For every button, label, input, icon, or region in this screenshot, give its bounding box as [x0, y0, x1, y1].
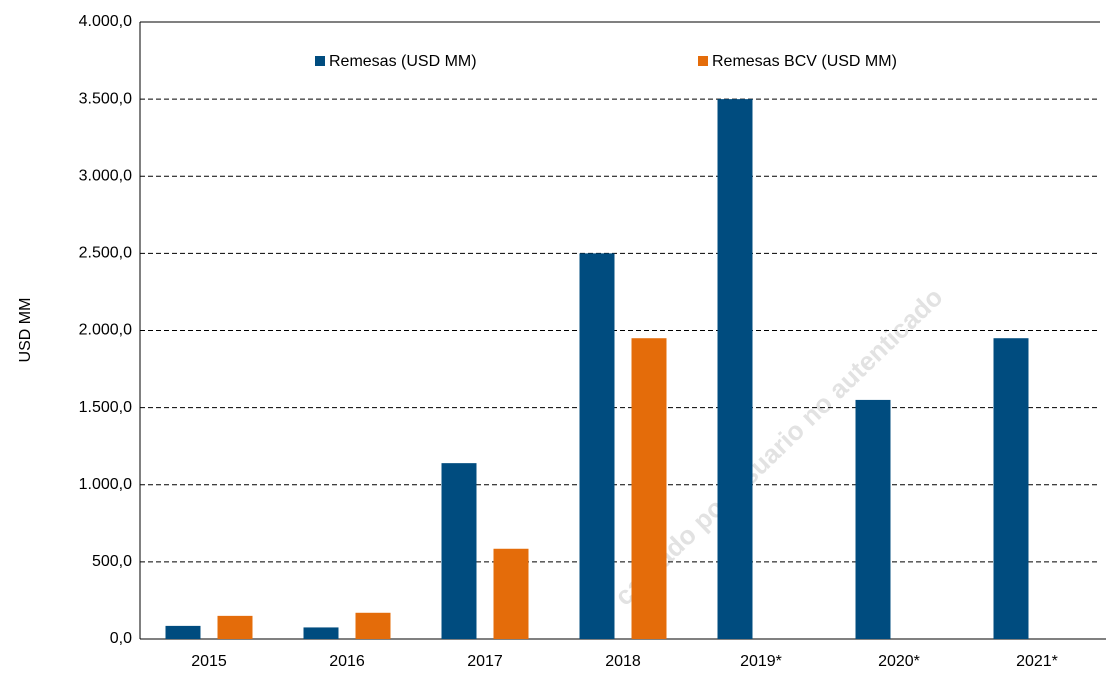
bar [579, 253, 615, 639]
bar [303, 627, 339, 639]
bar [165, 625, 201, 639]
y-tick-label: 4.000,0 [79, 13, 132, 30]
bar [993, 338, 1029, 639]
bar [441, 463, 477, 639]
y-tick-label: 3.500,0 [79, 90, 132, 107]
x-tick-label: 2021* [1016, 653, 1058, 670]
bar [217, 615, 253, 639]
legend-swatch [315, 56, 325, 66]
legend-label: Remesas BCV (USD MM) [712, 53, 897, 70]
bar [717, 99, 753, 639]
legend-label: Remesas (USD MM) [329, 53, 477, 70]
x-tick-label: 2016 [329, 653, 365, 670]
y-tick-label: 500,0 [92, 553, 132, 570]
x-tick-label: 2019* [740, 653, 782, 670]
bar [493, 548, 529, 639]
y-tick-label: 1.500,0 [79, 399, 132, 416]
y-axis-label: USD MM [17, 298, 34, 363]
y-tick-label: 1.000,0 [79, 476, 132, 493]
y-tick-label: 0,0 [110, 630, 132, 647]
bar [355, 612, 391, 639]
y-tick-label: 2.000,0 [79, 322, 132, 339]
bar [631, 338, 667, 639]
bar [855, 399, 891, 639]
x-tick-label: 2017 [467, 653, 503, 670]
x-tick-label: 2018 [605, 653, 641, 670]
y-tick-label: 2.500,0 [79, 245, 132, 262]
legend-swatch [698, 56, 708, 66]
x-tick-label: 2020* [878, 653, 920, 670]
y-tick-label: 3.000,0 [79, 167, 132, 184]
x-tick-label: 2015 [191, 653, 227, 670]
